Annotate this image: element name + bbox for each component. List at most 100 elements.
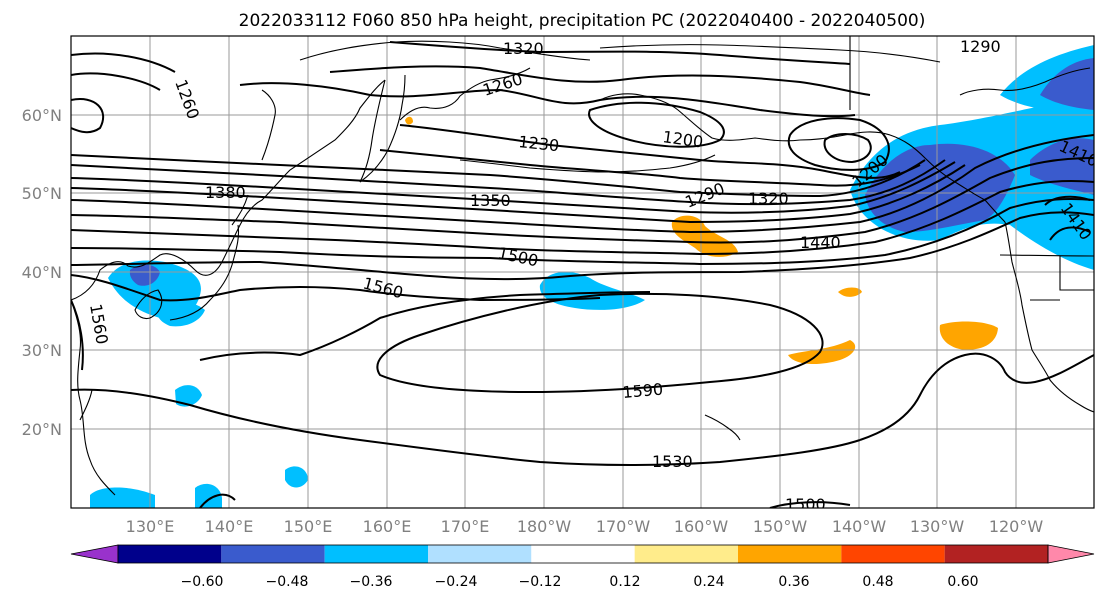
contour-1260b (379, 149, 921, 187)
contour-1560 (71, 274, 601, 302)
colorbar-tick: 0.60 (947, 574, 978, 590)
coast-japan (169, 194, 249, 321)
shade-negative-japan (157, 301, 205, 327)
lon-tick: 150°E (284, 517, 333, 536)
coast-korea (134, 289, 163, 320)
contour-label-1320-mid: 1320 (748, 189, 789, 208)
map-frame (70, 35, 1095, 509)
contour-1560-loop (199, 291, 651, 361)
coast-chukotka (399, 67, 531, 121)
coast-philippines (79, 389, 93, 421)
contour-1590 (376, 292, 824, 394)
colorbar-tick: −0.36 (350, 574, 393, 590)
lon-tick: 120°W (989, 517, 1044, 536)
contour-1530-east (859, 352, 1094, 441)
contour-label-1230: 1230 (518, 132, 560, 155)
shade-positive-2 (939, 321, 998, 350)
lat-tick: 60°N (22, 106, 62, 125)
contour-east-loop (1044, 195, 1091, 241)
latitude-tick-labels: 20°N 30°N 40°N 50°N 60°N (22, 106, 62, 439)
contour-low-1200-gulf (787, 117, 890, 171)
lat-tick: 20°N (22, 420, 62, 439)
coast-east-asia-south (71, 299, 116, 496)
colorbar (70, 544, 1095, 564)
colorbar-tick: 0.36 (778, 574, 809, 590)
shade-positive-1 (671, 215, 738, 257)
lon-tick: 170°W (596, 517, 651, 536)
contour-label-1440: 1440 (800, 233, 841, 252)
contour-1440 (71, 157, 1094, 244)
border-us-states (1030, 256, 1094, 301)
lon-tick: 170°E (441, 517, 490, 536)
colorbar-segment (428, 545, 532, 563)
contour-1410 (71, 134, 1094, 234)
shade-positive-4 (838, 287, 862, 297)
contour-north-1290 (329, 65, 871, 96)
lon-tick: 160°W (674, 517, 729, 536)
contour-low-1200-alaska (588, 101, 725, 148)
contour-label-1500-south: 1500 (785, 495, 826, 514)
shade-positive-tiny (405, 116, 413, 125)
colorbar-segment (221, 545, 325, 563)
contour-1560-west (71, 299, 84, 371)
lat-tick: 40°N (22, 263, 62, 282)
contour-1500-south (199, 493, 236, 508)
colorbar-segment (944, 545, 1048, 563)
contour-north-1320 (389, 41, 851, 65)
contour-1260-nw (71, 72, 161, 91)
shade-positive-3 (788, 340, 856, 365)
contour-1530-south (71, 388, 861, 466)
lon-tick: 130°E (126, 517, 175, 536)
shade-negative-south-2 (195, 483, 222, 508)
colorbar-tick: 0.24 (693, 574, 724, 590)
colorbar-tick: −0.48 (266, 574, 309, 590)
contour-west-loop (71, 98, 105, 134)
colorbar-tick: 0.48 (862, 574, 893, 590)
colorbar-tick: −0.12 (519, 574, 562, 590)
contour-low-1170-gulf (823, 133, 872, 164)
lon-tick: 130°W (910, 517, 965, 536)
contour-north-1260 (239, 82, 856, 118)
coast-hawaii (704, 414, 741, 441)
shade-negative-corner-core (1040, 58, 1094, 110)
contour-1230 (399, 124, 901, 179)
contour-label-1590: 1590 (622, 380, 664, 402)
lon-tick: 160°E (363, 517, 412, 536)
coast-alaska-west (599, 93, 801, 142)
colorbar-segment (738, 545, 842, 563)
contour-1320 (71, 159, 946, 206)
colorbar-extend-high (1047, 544, 1095, 564)
colorbar-tick-labels: −0.60 −0.48 −0.36 −0.24 −0.12 0.12 0.24 … (181, 574, 979, 590)
coast-sakhalin (261, 89, 276, 161)
colorbar-segment (841, 545, 945, 563)
contour-label-1350: 1350 (470, 191, 511, 210)
height-contours (71, 41, 1094, 508)
lon-tick: 150°W (753, 517, 808, 536)
coast-alaska-north (599, 44, 941, 63)
lon-tick: 180°W (517, 517, 572, 536)
map-title: 2022033112 F060 850 hPa height, precipit… (239, 11, 926, 31)
contour-1530 (71, 211, 1094, 280)
colorbar-extend-low (70, 544, 119, 564)
contour-1290-nw (71, 52, 176, 73)
shade-negative-pacific-1 (539, 271, 645, 310)
contour-1500 (71, 197, 1094, 266)
coast-canada-islands (959, 67, 1091, 96)
colorbar-frame (117, 544, 1049, 564)
colorbar-segment (118, 545, 222, 563)
contour-1500-se (769, 501, 851, 508)
coast-north-america-west (1004, 221, 1094, 413)
colorbar-tick: −0.24 (435, 574, 478, 590)
contour-label-1530: 1530 (652, 452, 693, 471)
map-area: 1320 1290 1260 1260 1200 1230 1200 1380 … (71, 36, 1094, 514)
colorbar-segment (634, 545, 738, 563)
shade-negative-pacific-2 (175, 385, 202, 407)
shade-negative-china-core (129, 264, 160, 286)
longitude-tick-labels: 130°E 140°E 150°E 160°E 170°E 180°W 170°… (126, 517, 1044, 536)
contour-1350 (71, 161, 956, 214)
colorbar-tick: 0.12 (609, 574, 640, 590)
shade-negative-west-coast (1060, 238, 1094, 268)
contour-1290 (71, 154, 926, 198)
lat-tick: 30°N (22, 341, 62, 360)
